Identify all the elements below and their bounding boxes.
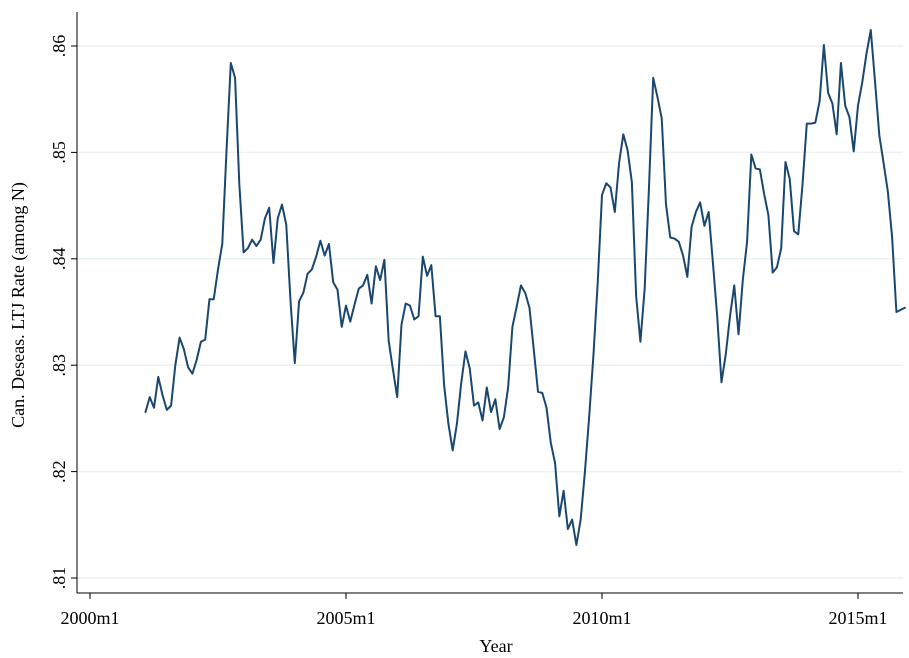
y-tick-label: .86	[49, 35, 69, 58]
x-tick-label: 2005m1	[316, 608, 375, 628]
y-axis-title: Can. Deseas. LTJ Rate (among N)	[8, 182, 29, 428]
y-tick-label: .82	[49, 460, 69, 483]
x-axis-title: Year	[479, 636, 512, 656]
x-tick-label: 2000m1	[60, 608, 119, 628]
y-tick-label: .84	[49, 248, 69, 271]
x-axis-ticks: 2000m1 2005m1 2010m1 2015m1	[60, 593, 888, 628]
axes	[76, 12, 903, 594]
y-tick-label: .85	[49, 141, 69, 164]
y-tick-label: .83	[49, 354, 69, 377]
x-tick-label: 2010m1	[572, 608, 631, 628]
data-series	[144, 29, 906, 547]
gridlines	[77, 45, 903, 579]
x-tick-label: 2015m1	[828, 608, 887, 628]
series-line	[144, 29, 906, 547]
y-axis-ticks: .81 .82 .83 .84 .85 .86	[49, 35, 77, 590]
y-tick-label: .81	[49, 567, 69, 590]
